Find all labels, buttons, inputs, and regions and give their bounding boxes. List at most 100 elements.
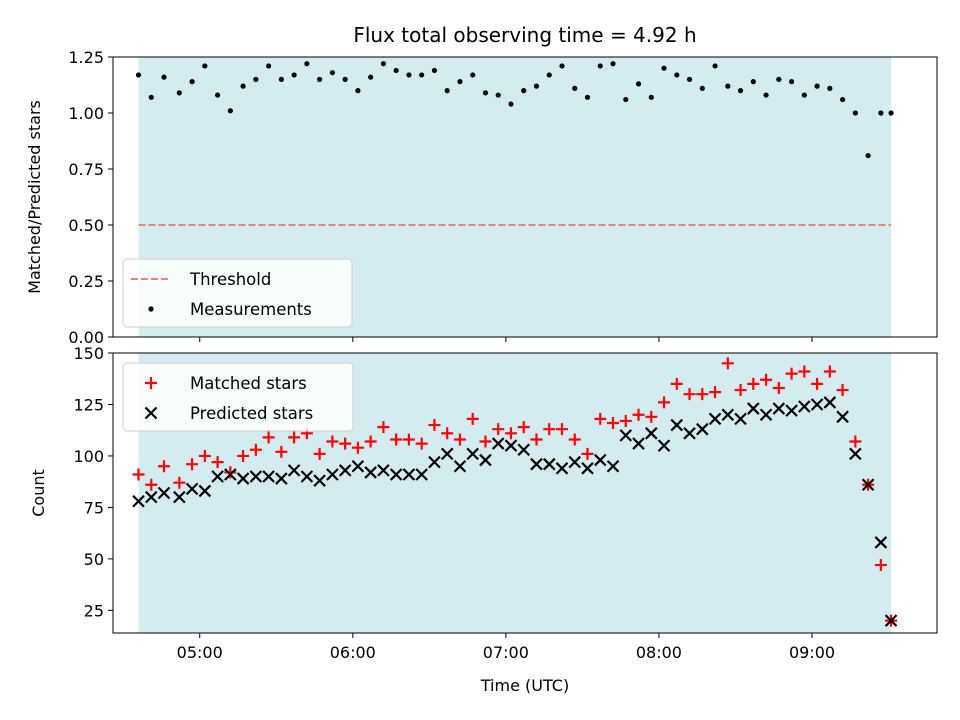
matched-stars-point bbox=[811, 377, 824, 390]
matched-stars-point bbox=[517, 421, 530, 434]
predicted-stars-point bbox=[747, 402, 760, 415]
predicted-stars-point bbox=[645, 427, 658, 440]
matched-stars-point bbox=[849, 435, 862, 448]
measurement-point bbox=[763, 92, 769, 98]
measurement-point bbox=[788, 79, 795, 85]
y-tick-label: 75 bbox=[84, 498, 104, 517]
matched-stars-point bbox=[721, 357, 734, 370]
matched-stars-point bbox=[339, 437, 352, 450]
predicted-stars-point bbox=[849, 447, 862, 461]
matched-stars-point bbox=[390, 433, 403, 446]
predicted-stars-point bbox=[144, 490, 158, 504]
predicted-stars-point bbox=[440, 447, 454, 461]
predicted-stars-point bbox=[696, 422, 709, 436]
measurement-point bbox=[572, 85, 578, 91]
predicted-stars-point bbox=[861, 478, 875, 492]
matched-stars-point bbox=[479, 435, 492, 448]
predicted-stars-point bbox=[517, 443, 531, 457]
measurement-point bbox=[623, 96, 629, 103]
predicted-stars-point bbox=[772, 402, 786, 415]
measurement-point bbox=[355, 88, 361, 94]
measurement-point bbox=[189, 79, 195, 85]
matched-stars-point bbox=[173, 476, 186, 489]
measurement-point bbox=[148, 94, 154, 100]
measurement-point bbox=[444, 88, 450, 94]
ratio-x-axis bbox=[199, 337, 813, 342]
predicted-stars-point bbox=[224, 468, 237, 481]
predicted-stars-point bbox=[530, 457, 543, 471]
matched-stars-point bbox=[632, 408, 645, 421]
predicted-stars-point bbox=[721, 408, 735, 422]
predicted-stars-point bbox=[836, 410, 849, 424]
y-tick-label: 125 bbox=[73, 395, 104, 414]
measurement-point bbox=[814, 83, 820, 89]
matched-stars-point bbox=[364, 435, 377, 448]
matched-stars-point bbox=[823, 365, 836, 378]
legend-entry: Predicted stars bbox=[190, 404, 313, 423]
measurement-point bbox=[317, 76, 323, 82]
matched-stars-point bbox=[211, 456, 224, 469]
matched-stars-point bbox=[441, 427, 454, 440]
predicted-stars-point bbox=[132, 494, 145, 508]
count-legend: Matched stars Predicted stars bbox=[122, 362, 354, 432]
y-tick-label: 1.25 bbox=[68, 48, 104, 67]
y-tick-label: 0.50 bbox=[68, 216, 104, 235]
matched-stars-point bbox=[377, 421, 390, 434]
matched-stars-point bbox=[836, 384, 849, 397]
matched-stars-point bbox=[466, 412, 479, 425]
matched-stars-point bbox=[249, 443, 262, 456]
measurement-point bbox=[648, 94, 654, 100]
matched-stars-point bbox=[543, 423, 556, 436]
measurement-point bbox=[508, 101, 514, 107]
measurement-point bbox=[227, 108, 233, 114]
measurement-point bbox=[533, 83, 540, 89]
measurement-point bbox=[482, 90, 489, 96]
measurement-point bbox=[888, 110, 894, 116]
y-tick-label: 1.00 bbox=[68, 104, 104, 123]
predicted-stars-point bbox=[211, 470, 224, 483]
y-tick-label: 0.00 bbox=[68, 328, 104, 347]
measurement-point bbox=[878, 110, 884, 116]
measurement-point bbox=[419, 72, 425, 78]
matched-stars-point bbox=[145, 478, 158, 491]
predicted-stars-point bbox=[198, 484, 212, 498]
predicted-stars-point bbox=[504, 439, 518, 452]
predicted-stars-point bbox=[568, 455, 582, 469]
predicted-stars-point bbox=[402, 468, 416, 481]
matched-stars-point bbox=[237, 449, 250, 462]
x-tick-label: 05:00 bbox=[177, 643, 223, 662]
matched-stars-point bbox=[760, 373, 773, 386]
measurement-point bbox=[712, 63, 718, 69]
matched-stars-point bbox=[772, 382, 785, 394]
legend-entry: Matched stars bbox=[190, 374, 307, 393]
legend-box bbox=[122, 258, 353, 328]
measurement-point bbox=[470, 72, 476, 78]
predicted-stars-point bbox=[479, 453, 492, 467]
matched-stars-point bbox=[224, 466, 237, 479]
measurement-point bbox=[457, 79, 463, 85]
matched-stars-point bbox=[645, 410, 658, 423]
predicted-stars-point bbox=[173, 490, 186, 504]
predicted-stars-point bbox=[670, 418, 684, 432]
measurement-point bbox=[202, 63, 208, 69]
predicted-stars-point bbox=[466, 447, 479, 461]
predicted-stars-point bbox=[708, 412, 722, 426]
count-axes-frame bbox=[112, 352, 938, 634]
measurement-point bbox=[240, 83, 246, 89]
matched-stars-point bbox=[198, 449, 211, 462]
predicted-stars-point bbox=[236, 472, 250, 485]
legend-predicted-swatch bbox=[144, 406, 158, 420]
predicted-stars-point bbox=[581, 462, 594, 475]
predicted-stars-point bbox=[287, 464, 301, 477]
measurement-point bbox=[304, 61, 310, 67]
predicted-stars-point bbox=[683, 427, 696, 440]
count-x-axis: 05:00 06:00 07:00 08:00 09:00 bbox=[177, 633, 835, 662]
ratio-y-axis: 0.00 0.25 0.50 0.75 1.00 1.25 bbox=[68, 48, 113, 347]
matched-stars-point bbox=[453, 433, 466, 446]
predicted-stars-point bbox=[810, 398, 824, 411]
predicted-stars-point bbox=[351, 459, 365, 473]
predicted-stars-point bbox=[657, 439, 671, 452]
measurement-point bbox=[214, 92, 221, 98]
matched-stars-point bbox=[785, 367, 798, 380]
